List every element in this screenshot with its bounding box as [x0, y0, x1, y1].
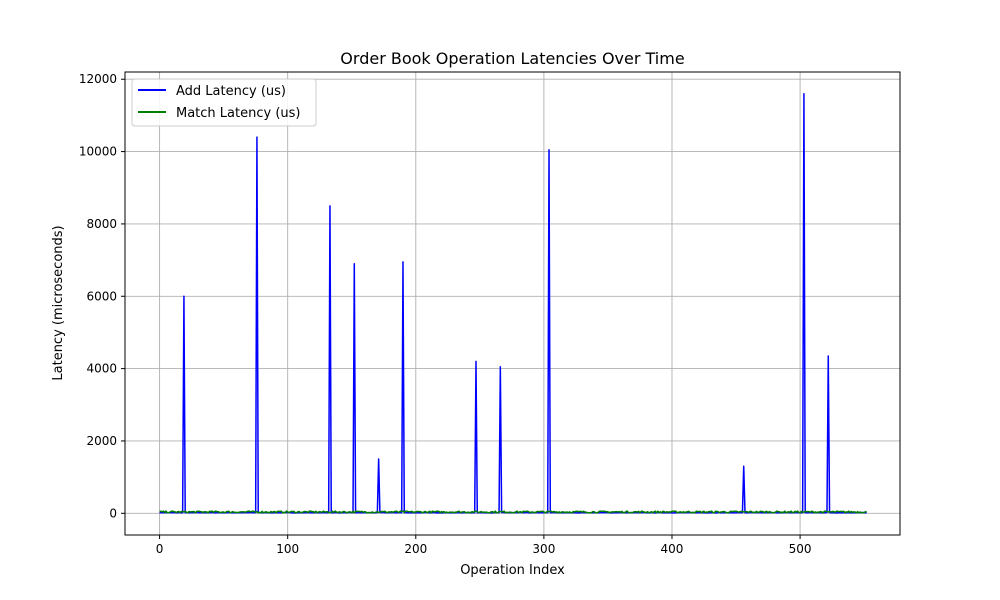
- series-lines: [159, 92, 867, 514]
- y-axis-label: Latency (microseconds): [51, 225, 66, 380]
- x-tick-label: 0: [156, 542, 164, 556]
- y-tick-label: 10000: [79, 145, 117, 159]
- legend-label-match: Match Latency (us): [176, 106, 300, 121]
- series-line-match-latency: [159, 510, 867, 514]
- x-tick-label: 300: [532, 542, 555, 556]
- x-tick-label: 100: [276, 542, 299, 556]
- plot-frame: [124, 71, 901, 536]
- legend-label-add: Add Latency (us): [176, 84, 286, 99]
- y-tick-label: 12000: [79, 72, 117, 86]
- y-tick-label: 2000: [86, 434, 117, 448]
- x-axis-label: Operation Index: [460, 563, 565, 578]
- y-tick-label: 6000: [86, 289, 117, 303]
- y-tick-label: 0: [109, 506, 117, 520]
- legend: Add Latency (us) Match Latency (us): [131, 78, 317, 127]
- x-tick-label: 400: [661, 542, 684, 556]
- y-tick-label: 8000: [86, 217, 117, 231]
- y-tick-label: 4000: [86, 362, 117, 376]
- x-tick-label: 200: [404, 542, 427, 556]
- chart-title: Order Book Operation Latencies Over Time: [340, 49, 684, 68]
- legend-box: [131, 78, 317, 127]
- ticks: 0 100 200 300 400 500 0 2000 4000 6000 8000 10000 12…: [79, 72, 812, 556]
- x-tick-label: 500: [789, 542, 812, 556]
